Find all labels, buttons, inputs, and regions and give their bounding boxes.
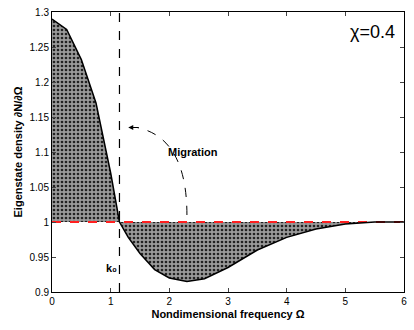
svg-text:Eigenstate density ∂N/∂Ω: Eigenstate density ∂N/∂Ω [12,86,24,217]
svg-text:2: 2 [167,296,173,307]
svg-text:1.05: 1.05 [30,182,50,193]
svg-text:1: 1 [43,217,49,228]
svg-text:3: 3 [225,296,231,307]
svg-text:1.25: 1.25 [30,42,50,53]
svg-text:χ=0.4: χ=0.4 [350,22,395,42]
svg-text:1: 1 [108,296,114,307]
svg-text:Nondimensional frequency Ω: Nondimensional frequency Ω [151,308,304,320]
svg-text:0.95: 0.95 [30,252,50,263]
svg-text:0: 0 [49,296,55,307]
svg-text:1.1: 1.1 [35,147,49,158]
svg-text:6: 6 [401,296,407,307]
svg-text:1.15: 1.15 [30,112,50,123]
svg-text:4: 4 [284,296,290,307]
svg-text:1.3: 1.3 [35,7,49,18]
svg-text:Migration: Migration [168,146,218,158]
svg-text:1.2: 1.2 [35,77,49,88]
svg-text:5: 5 [343,296,349,307]
svg-text:k₀: k₀ [106,262,117,274]
svg-text:0.9: 0.9 [35,287,49,298]
